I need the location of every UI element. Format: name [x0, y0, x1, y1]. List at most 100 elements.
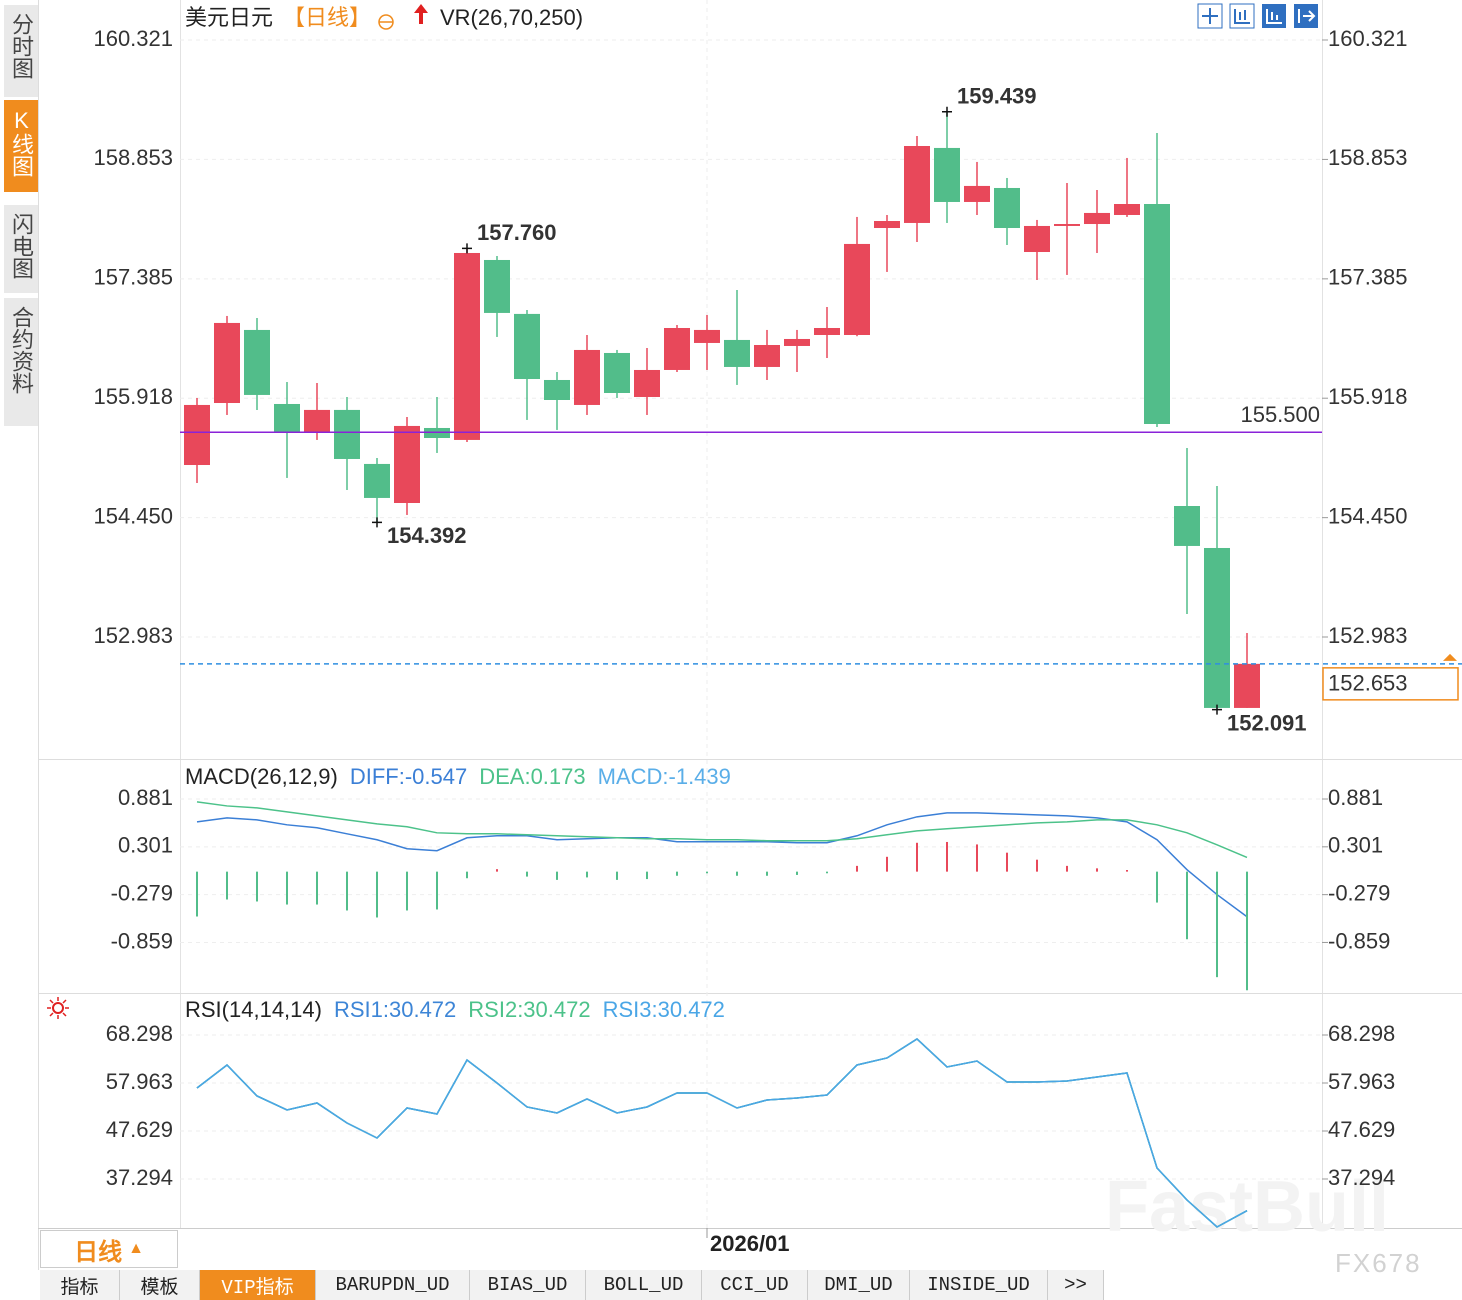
bottom-tab[interactable]: >>	[1048, 1270, 1104, 1300]
candle-body	[244, 329, 270, 395]
indicator-label: VR(26,70,250)	[440, 5, 583, 30]
period-label: 【日线】	[283, 5, 371, 30]
y-tick-label-right: 152.983	[1328, 623, 1408, 648]
candle-body	[634, 369, 660, 397]
candle-body	[1084, 212, 1110, 225]
period-button-label: 日线	[74, 1238, 123, 1266]
y-tick-label-right: -0.279	[1328, 880, 1390, 905]
y-tick-label: -0.859	[111, 928, 173, 953]
indicator-line	[196, 1038, 1248, 1228]
last-price-label: 152.653	[1328, 671, 1408, 696]
y-tick-label-right: 155.918	[1328, 384, 1408, 409]
candle-body	[784, 338, 810, 346]
bottom-tab[interactable]: 指标	[40, 1270, 120, 1300]
y-tick-label-right: 0.301	[1328, 833, 1383, 858]
toolbar-button[interactable]	[1229, 3, 1255, 29]
indicator-line	[196, 801, 1248, 859]
y-tick-label: 158.853	[93, 145, 173, 170]
extreme-marker	[942, 106, 952, 117]
candle-body	[964, 185, 990, 202]
rsi-icon	[47, 997, 69, 1019]
indicator-line	[196, 812, 1248, 918]
candle-body	[394, 425, 420, 503]
candle-body	[484, 259, 510, 313]
candle-body	[1024, 225, 1050, 253]
candle-body	[454, 252, 480, 440]
y-tick-label: 157.385	[93, 265, 173, 290]
side-tab[interactable]: K线图	[4, 100, 38, 192]
candle-body	[664, 327, 690, 370]
background	[38, 0, 1462, 1270]
legend-entry: RSI1:30.472	[334, 997, 456, 1022]
side-tab[interactable]: 分时图	[4, 5, 38, 97]
bottom-tab[interactable]: BOLL_UD	[586, 1270, 702, 1300]
y-tick-label: 47.629	[106, 1117, 173, 1142]
candle-body	[334, 409, 360, 459]
toolbar-button[interactable]	[1262, 4, 1286, 28]
x-tick-label: 2026/01	[710, 1231, 790, 1256]
y-tick-label: 0.301	[118, 833, 173, 858]
y-tick-label: 154.450	[93, 503, 173, 528]
watermark: FastBull	[1105, 1167, 1389, 1247]
bottom-tab[interactable]: VIP指标	[200, 1270, 316, 1300]
candle-body	[1234, 663, 1260, 708]
candle-body	[874, 221, 900, 229]
legend-entry: RSI3:30.472	[603, 997, 725, 1022]
candle-body	[574, 349, 600, 405]
legend-entry: DEA:0.173	[479, 764, 585, 789]
rsi-icon[interactable]	[47, 997, 69, 1019]
side-tab[interactable]: 合约资料	[4, 298, 38, 426]
period-button[interactable]: 日线 ▲	[40, 1230, 178, 1268]
y-tick-label-right: 57.963	[1328, 1069, 1395, 1094]
toolbar-icon	[1298, 9, 1316, 23]
toolbar	[1197, 3, 1318, 29]
legend-entry: MACD:-1.439	[598, 764, 731, 789]
bottom-tab[interactable]: BIAS_UD	[470, 1270, 586, 1300]
indicator-title: MACD(26,12,9)	[185, 764, 338, 789]
toolbar-icon	[1202, 8, 1218, 24]
y-tick-label-right: 0.881	[1328, 785, 1383, 810]
candle-body	[1114, 204, 1140, 215]
candle-body	[604, 352, 630, 394]
y-tick-label: 57.963	[106, 1069, 173, 1094]
rsi-icon	[52, 1002, 64, 1014]
indicator-arrow-icon[interactable]	[414, 4, 428, 24]
toolbar-icon	[1266, 9, 1282, 24]
extreme-label: 152.091	[1227, 710, 1307, 735]
y-tick-label: 37.294	[106, 1165, 173, 1190]
legend: MACD(26,12,9) DIFF:-0.547 DEA:0.173 MACD:-1…	[185, 764, 731, 789]
candle-body	[1144, 204, 1170, 424]
watermark: FX678	[1335, 1248, 1422, 1278]
bottom-tab[interactable]: BARUPDN_UD	[316, 1270, 470, 1300]
bottom-tab[interactable]: INSIDE_UD	[910, 1270, 1048, 1300]
y-tick-label: 152.983	[93, 623, 173, 648]
bottom-tab[interactable]: 模板	[120, 1270, 200, 1300]
candle-body	[1204, 547, 1230, 708]
candle-body	[544, 379, 570, 400]
reference-line-label: 155.500	[1240, 402, 1320, 427]
candle-body	[304, 409, 330, 432]
symbol-name: 美元日元	[185, 5, 273, 30]
last-price-arrow	[1443, 653, 1457, 661]
extreme-marker	[372, 517, 382, 528]
candle-body	[1174, 506, 1200, 546]
y-tick-label: -0.279	[111, 880, 173, 905]
bottom-tab[interactable]: DMI_UD	[808, 1270, 910, 1300]
y-tick-label: 0.881	[118, 785, 173, 810]
candle-body	[514, 313, 540, 380]
legend-entry: DIFF:-0.547	[350, 764, 467, 789]
y-tick-label-right: 47.629	[1328, 1117, 1395, 1142]
y-tick-label-right: 154.450	[1328, 503, 1408, 528]
side-tab[interactable]: 闪电图	[4, 205, 38, 293]
candle-body	[214, 322, 240, 404]
candle-body	[844, 243, 870, 335]
extreme-label: 154.392	[387, 523, 467, 548]
legend-entry: RSI2:30.472	[468, 997, 590, 1022]
candle-body	[724, 339, 750, 367]
candle-body	[274, 403, 300, 432]
extreme-marker	[1212, 704, 1222, 715]
bottom-tab[interactable]: CCI_UD	[702, 1270, 808, 1300]
y-tick-label-right: -0.859	[1328, 928, 1390, 953]
candle-body	[1054, 224, 1080, 226]
